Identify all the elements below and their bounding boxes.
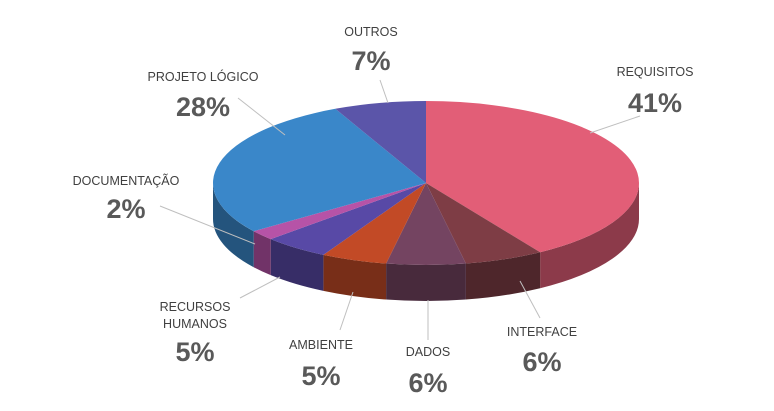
percent-label-projeto-logico: 28% (176, 92, 230, 122)
category-label-interface: INTERFACE (507, 325, 577, 339)
slice-interface (426, 183, 541, 264)
leader-line-outros (379, 79, 389, 104)
percent-label-outros: 7% (351, 46, 390, 76)
percent-label-recursos-humanos: 5% (175, 337, 214, 367)
slice-side-dados (386, 263, 466, 301)
leader-line-interface (519, 280, 541, 319)
category-label-outros: OUTROS (344, 25, 397, 39)
slice-requisitos (426, 101, 640, 253)
category-label-projeto-logico: PROJETO LÓGICO (148, 69, 259, 84)
slice-dados (386, 183, 466, 265)
slice-outros (335, 101, 426, 183)
slice-projeto-logico (212, 108, 426, 232)
leader-line-documentacao (159, 205, 256, 245)
slice-side-ambiente (323, 254, 387, 300)
percent-label-requisitos: 41% (628, 88, 682, 118)
leader-line-projeto-logico (237, 97, 286, 136)
leader-line-recursos-humanos (239, 276, 281, 299)
category-label-dados: DADOS (406, 345, 450, 359)
data-labels: REQUISITOS 41% INTERFACE 6% DADOS 6% AMBIENTE 5… (73, 25, 694, 398)
slice-side-projeto-logico (213, 183, 254, 268)
category-label-recursos-humanos: RECURSOS (160, 300, 231, 314)
leader-line-ambiente (339, 291, 354, 331)
percent-label-ambiente: 5% (301, 361, 340, 391)
slice-recursos-humanos (270, 183, 426, 255)
category-label-documentacao: DOCUMENTAÇÃO (73, 174, 180, 188)
slice-ambiente (323, 183, 426, 264)
percent-label-dados: 6% (408, 368, 447, 398)
leader-lines (159, 79, 641, 340)
leader-line-requisitos (589, 115, 641, 134)
pie-sides (213, 183, 639, 301)
slice-side-interface (465, 252, 541, 300)
pie-tops (212, 101, 640, 265)
percent-label-interface: 6% (522, 347, 561, 377)
category-label-recursos-humanos: HUMANOS (163, 317, 227, 331)
slice-side-requisitos (540, 183, 639, 289)
slice-side-documentacao (253, 231, 271, 276)
slice-documentacao (253, 183, 426, 240)
category-label-requisitos: REQUISITOS (617, 65, 694, 79)
slice-side-recursos-humanos (270, 239, 324, 291)
percent-label-documentacao: 2% (106, 194, 145, 224)
category-label-ambiente: AMBIENTE (289, 338, 353, 352)
